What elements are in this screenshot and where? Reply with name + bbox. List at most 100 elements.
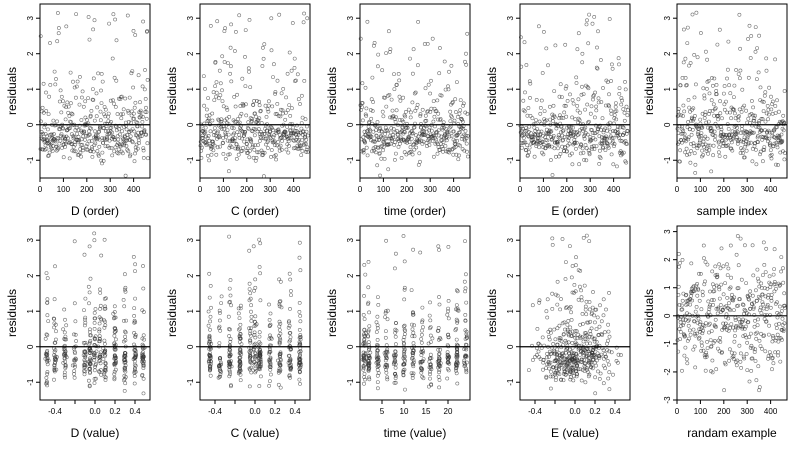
data-point (253, 356, 257, 361)
data-point (678, 329, 683, 334)
data-point (283, 117, 288, 122)
data-point (762, 333, 767, 338)
data-point (588, 360, 593, 365)
data-point (566, 138, 571, 143)
data-point (700, 111, 705, 116)
data-point (222, 60, 227, 64)
data-point (237, 340, 242, 344)
data-point (99, 88, 103, 93)
data-point (86, 15, 91, 19)
data-point (375, 64, 380, 69)
data-point (385, 375, 390, 380)
data-point (594, 327, 599, 332)
data-point (444, 138, 449, 143)
data-point (776, 353, 780, 358)
data-point (271, 62, 276, 67)
data-point (763, 349, 768, 354)
data-point (745, 340, 750, 345)
data-point (768, 313, 773, 318)
data-point (63, 144, 68, 149)
x-tick-label: 100 (537, 185, 551, 194)
x-axis-title: D (order) (71, 204, 119, 218)
data-point (572, 356, 577, 361)
y-tick-label: 1 (26, 86, 35, 91)
data-point (83, 315, 88, 320)
y-tick-label: 0 (186, 344, 195, 349)
data-point (447, 134, 452, 139)
data-point (739, 351, 743, 356)
data-point (553, 337, 558, 342)
data-point (135, 146, 140, 151)
data-point (370, 139, 375, 144)
data-point (552, 349, 557, 354)
data-point (707, 109, 712, 113)
data-point (121, 139, 126, 144)
data-point (292, 138, 297, 143)
data-point (733, 111, 737, 116)
data-point (615, 164, 619, 169)
data-point (112, 369, 117, 374)
data-point (675, 126, 680, 131)
data-point (277, 336, 282, 341)
data-point (461, 103, 466, 108)
data-point (293, 146, 298, 150)
data-point (593, 123, 598, 128)
x-tick-label: 0.0 (89, 407, 101, 416)
data-point (122, 378, 126, 383)
data-point (590, 21, 595, 26)
data-point (776, 163, 780, 167)
data-point (766, 356, 771, 361)
data-point (375, 351, 380, 356)
data-point (56, 31, 61, 36)
data-point (297, 309, 302, 314)
data-point (700, 293, 705, 298)
data-point (697, 335, 702, 340)
data-point (538, 132, 543, 136)
data-point (601, 348, 606, 353)
data-point (570, 264, 575, 268)
data-point (413, 108, 418, 113)
data-point (410, 100, 415, 105)
data-point (578, 352, 583, 357)
data-point (425, 109, 430, 114)
data-point (541, 367, 545, 372)
x-tick-label: 400 (764, 407, 778, 416)
data-point (702, 93, 707, 98)
data-point (553, 43, 558, 48)
data-point (258, 348, 262, 353)
data-point (696, 130, 701, 135)
data-point (579, 143, 584, 148)
data-point (580, 84, 584, 89)
data-point (428, 318, 433, 323)
data-point (571, 125, 575, 130)
data-point (277, 304, 282, 309)
data-point (705, 346, 710, 351)
data-point (269, 154, 273, 159)
data-point (552, 146, 557, 151)
data-point (96, 71, 101, 76)
data-point (114, 337, 118, 342)
data-point (762, 286, 767, 291)
data-point (683, 150, 688, 155)
data-point (464, 300, 469, 305)
data-point (608, 129, 613, 134)
data-point (576, 297, 581, 302)
y-axis-title: residuals (485, 67, 499, 115)
data-point (79, 118, 84, 122)
data-point (594, 358, 599, 363)
y-tick-label: 0 (346, 344, 355, 349)
data-point (88, 361, 93, 366)
data-point (99, 372, 104, 377)
data-point (102, 325, 107, 330)
data-point (228, 384, 233, 389)
data-point (303, 141, 308, 146)
data-point (563, 145, 568, 150)
data-point (65, 100, 70, 105)
data-point (410, 376, 415, 380)
data-point (768, 305, 773, 310)
data-point (144, 132, 149, 137)
data-point (685, 25, 690, 30)
data-point (779, 309, 784, 313)
data-point (56, 146, 61, 150)
data-point (558, 336, 563, 341)
